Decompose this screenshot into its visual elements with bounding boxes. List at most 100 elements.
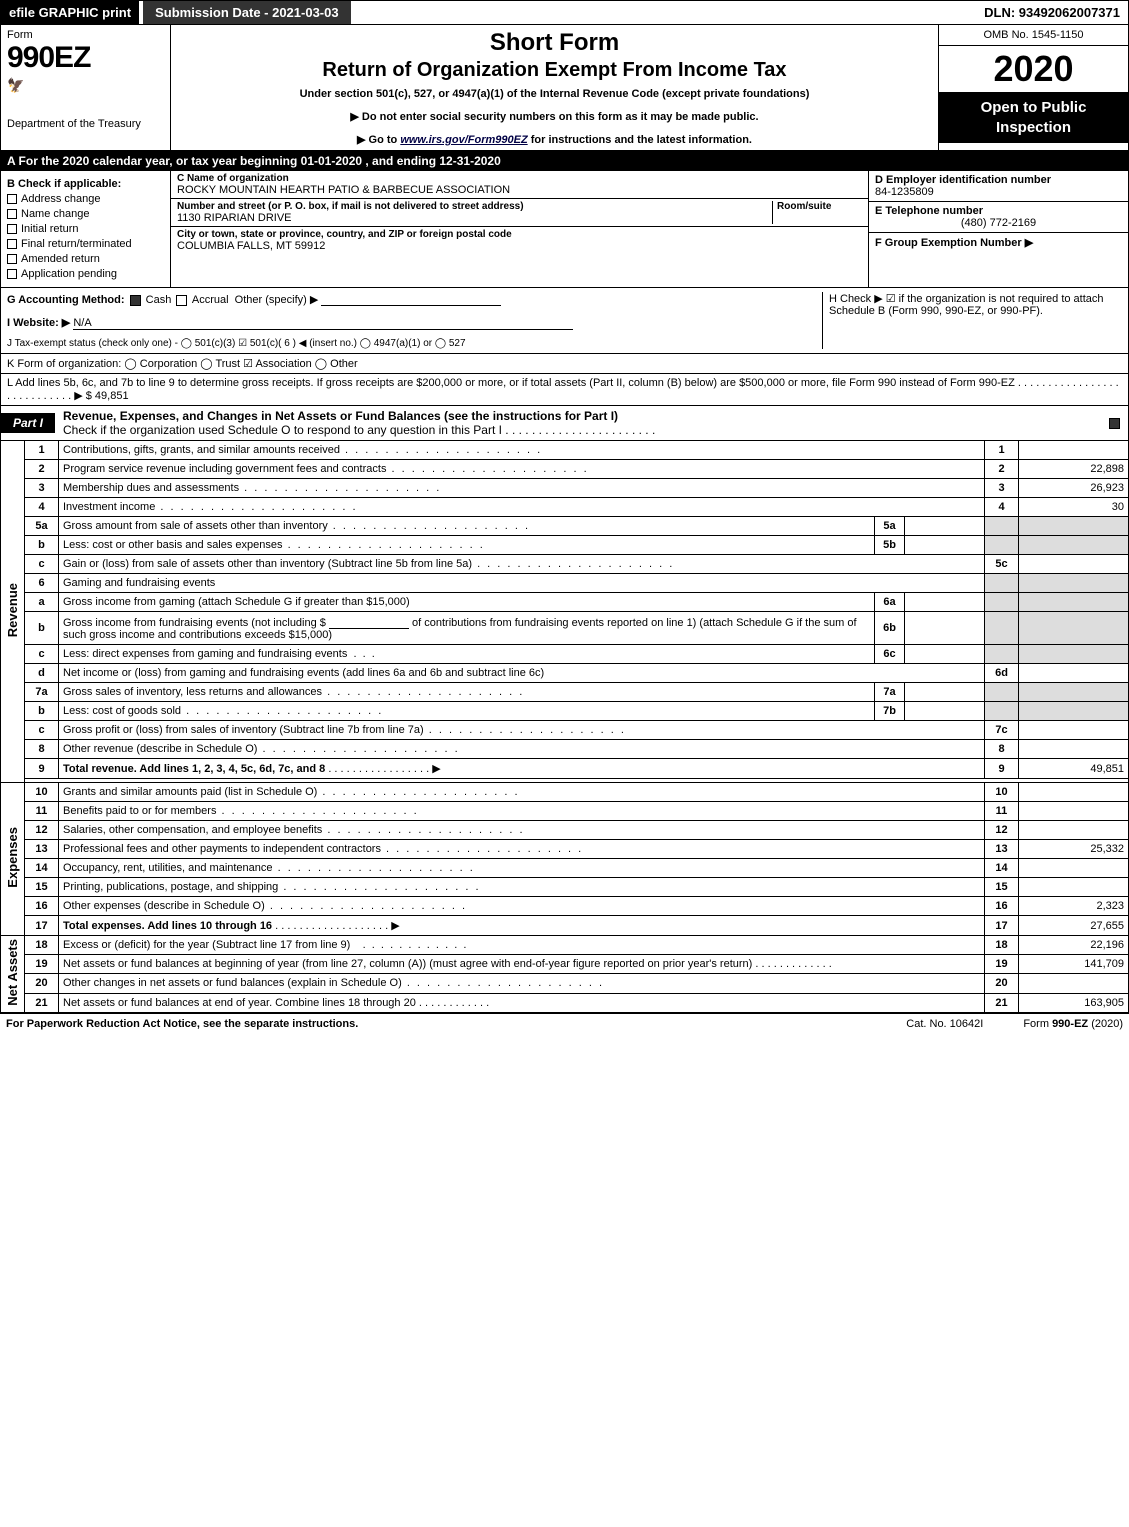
part1-title: Revenue, Expenses, and Changes in Net As…: [63, 409, 618, 423]
irs-link[interactable]: www.irs.gov/Form990EZ: [400, 134, 527, 146]
line-10-amt: [1019, 783, 1129, 802]
line-7a-row: 7a Gross sales of inventory, less return…: [1, 683, 1129, 702]
addr-label: Number and street (or P. O. box, if mail…: [177, 201, 772, 212]
line-8-row: 8 Other revenue (describe in Schedule O)…: [1, 740, 1129, 759]
line-3-amt: 26,923: [1019, 479, 1129, 498]
lines-table: Revenue 1 Contributions, gifts, grants, …: [0, 441, 1129, 1013]
line-21-amt: 163,905: [1019, 993, 1129, 1012]
catalog-number: Cat. No. 10642I: [906, 1018, 983, 1030]
line-5a-row: 5a Gross amount from sale of assets othe…: [1, 517, 1129, 536]
line-h: H Check ▶ ☑ if the organization is not r…: [822, 292, 1122, 349]
line-5c-row: c Gain or (loss) from sale of assets oth…: [1, 555, 1129, 574]
chk-name-change[interactable]: Name change: [7, 208, 164, 220]
room-label: Room/suite: [777, 201, 862, 212]
line-19-amt: 141,709: [1019, 955, 1129, 974]
part1-label: Part I: [1, 413, 55, 433]
goto-pre: ▶ Go to: [357, 134, 400, 146]
line-l: L Add lines 5b, 6c, and 7b to line 9 to …: [0, 374, 1129, 406]
line-13-amt: 25,332: [1019, 840, 1129, 859]
line-a-taxyear: A For the 2020 calendar year, or tax yea…: [0, 151, 1129, 171]
tel-label: E Telephone number: [875, 205, 1122, 217]
line-11-row: 11 Benefits paid to or for members 11: [1, 802, 1129, 821]
chk-final-return[interactable]: Final return/terminated: [7, 238, 164, 250]
dln-label: DLN: 93492062007371: [976, 1, 1128, 24]
line-6d-amt: [1019, 664, 1129, 683]
top-bar: efile GRAPHIC print Submission Date - 20…: [0, 0, 1129, 25]
website-value: N/A: [73, 317, 573, 330]
line-12-row: 12 Salaries, other compensation, and emp…: [1, 821, 1129, 840]
line-5c-amt: [1019, 555, 1129, 574]
section-b-title: B Check if applicable:: [7, 178, 164, 190]
ein-value: 84-1235809: [875, 186, 1122, 198]
paperwork-notice: For Paperwork Reduction Act Notice, see …: [6, 1018, 866, 1030]
form-header: Form 990EZ 🦅 Department of the Treasury …: [0, 25, 1129, 151]
header-left: Form 990EZ 🦅 Department of the Treasury: [1, 25, 171, 150]
ssn-warning: ▶ Do not enter social security numbers o…: [179, 110, 930, 123]
line-5b-row: b Less: cost or other basis and sales ex…: [1, 536, 1129, 555]
department-label: Department of the Treasury: [7, 118, 164, 130]
form-word: Form: [7, 29, 164, 41]
lines-ghij: G Accounting Method: Cash Accrual Other …: [0, 288, 1129, 354]
page-footer: For Paperwork Reduction Act Notice, see …: [0, 1013, 1129, 1034]
netassets-section-label: Net Assets: [1, 936, 25, 1013]
tax-year: 2020: [939, 46, 1128, 92]
line-21-row: 21 Net assets or fund balances at end of…: [1, 993, 1129, 1012]
efile-label[interactable]: efile GRAPHIC print: [1, 1, 139, 24]
line-10-row: Expenses 10 Grants and similar amounts p…: [1, 783, 1129, 802]
org-name-label: C Name of organization: [177, 173, 862, 184]
line-16-amt: 2,323: [1019, 897, 1129, 916]
goto-post: for instructions and the latest informat…: [528, 134, 752, 146]
org-name: ROCKY MOUNTAIN HEARTH PATIO & BARBECUE A…: [177, 184, 862, 196]
line-18-row: Net Assets 18 Excess or (deficit) for th…: [1, 936, 1129, 955]
part1-schedule-o-check[interactable]: [1109, 418, 1120, 429]
goto-line: ▶ Go to www.irs.gov/Form990EZ for instru…: [179, 133, 930, 146]
line-9-row: 9 Total revenue. Add lines 1, 2, 3, 4, 5…: [1, 759, 1129, 779]
line-9-amt: 49,851: [1019, 759, 1129, 779]
section-def: D Employer identification number 84-1235…: [868, 171, 1128, 287]
tel-value: (480) 772-2169: [875, 217, 1122, 229]
line-15-amt: [1019, 878, 1129, 897]
chk-application-pending[interactable]: Application pending: [7, 268, 164, 280]
line-4-amt: 30: [1019, 498, 1129, 517]
ein-label: D Employer identification number: [875, 174, 1122, 186]
line-g: G Accounting Method: Cash Accrual Other …: [7, 292, 822, 306]
line-19-row: 19 Net assets or fund balances at beginn…: [1, 955, 1129, 974]
form-number: 990EZ: [7, 41, 164, 75]
line-14-amt: [1019, 859, 1129, 878]
chk-amended-return[interactable]: Amended return: [7, 253, 164, 265]
line-k: K Form of organization: ◯ Corporation ◯ …: [0, 354, 1129, 374]
line-18-amt: 22,196: [1019, 936, 1129, 955]
chk-initial-return[interactable]: Initial return: [7, 223, 164, 235]
line-20-amt: [1019, 974, 1129, 993]
line-20-row: 20 Other changes in net assets or fund b…: [1, 974, 1129, 993]
line-11-amt: [1019, 802, 1129, 821]
part1-sub: Check if the organization used Schedule …: [63, 423, 655, 437]
eagle-icon: 🦅: [7, 77, 164, 94]
line-1-amt: [1019, 441, 1129, 460]
org-city: COLUMBIA FALLS, MT 59912: [177, 240, 862, 252]
line-j: J Tax-exempt status (check only one) - ◯…: [7, 338, 822, 349]
short-form-title: Short Form: [179, 29, 930, 57]
line-17-amt: 27,655: [1019, 916, 1129, 936]
line-15-row: 15 Printing, publications, postage, and …: [1, 878, 1129, 897]
line-14-row: 14 Occupancy, rent, utilities, and maint…: [1, 859, 1129, 878]
org-address: 1130 RIPARIAN DRIVE: [177, 212, 772, 224]
chk-cash[interactable]: [130, 295, 141, 306]
line-12-amt: [1019, 821, 1129, 840]
line-i: I Website: ▶ N/A: [7, 316, 822, 330]
line-1-row: Revenue 1 Contributions, gifts, grants, …: [1, 441, 1129, 460]
section-c: C Name of organization ROCKY MOUNTAIN HE…: [171, 171, 868, 287]
revenue-section-label: Revenue: [1, 441, 25, 783]
omb-number: OMB No. 1545-1150: [939, 25, 1128, 46]
group-exemption-label: F Group Exemption Number ▶: [875, 236, 1122, 249]
line-6c-row: c Less: direct expenses from gaming and …: [1, 645, 1129, 664]
open-to-public: Open to Public Inspection: [939, 92, 1128, 143]
chk-address-change[interactable]: Address change: [7, 193, 164, 205]
line-4-row: 4 Investment income 4 30: [1, 498, 1129, 517]
info-block: B Check if applicable: Address change Na…: [0, 171, 1129, 288]
line-6d-row: d Net income or (loss) from gaming and f…: [1, 664, 1129, 683]
line-3-row: 3 Membership dues and assessments 3 26,9…: [1, 479, 1129, 498]
line-2-amt: 22,898: [1019, 460, 1129, 479]
line-2-row: 2 Program service revenue including gove…: [1, 460, 1129, 479]
chk-accrual[interactable]: [176, 295, 187, 306]
